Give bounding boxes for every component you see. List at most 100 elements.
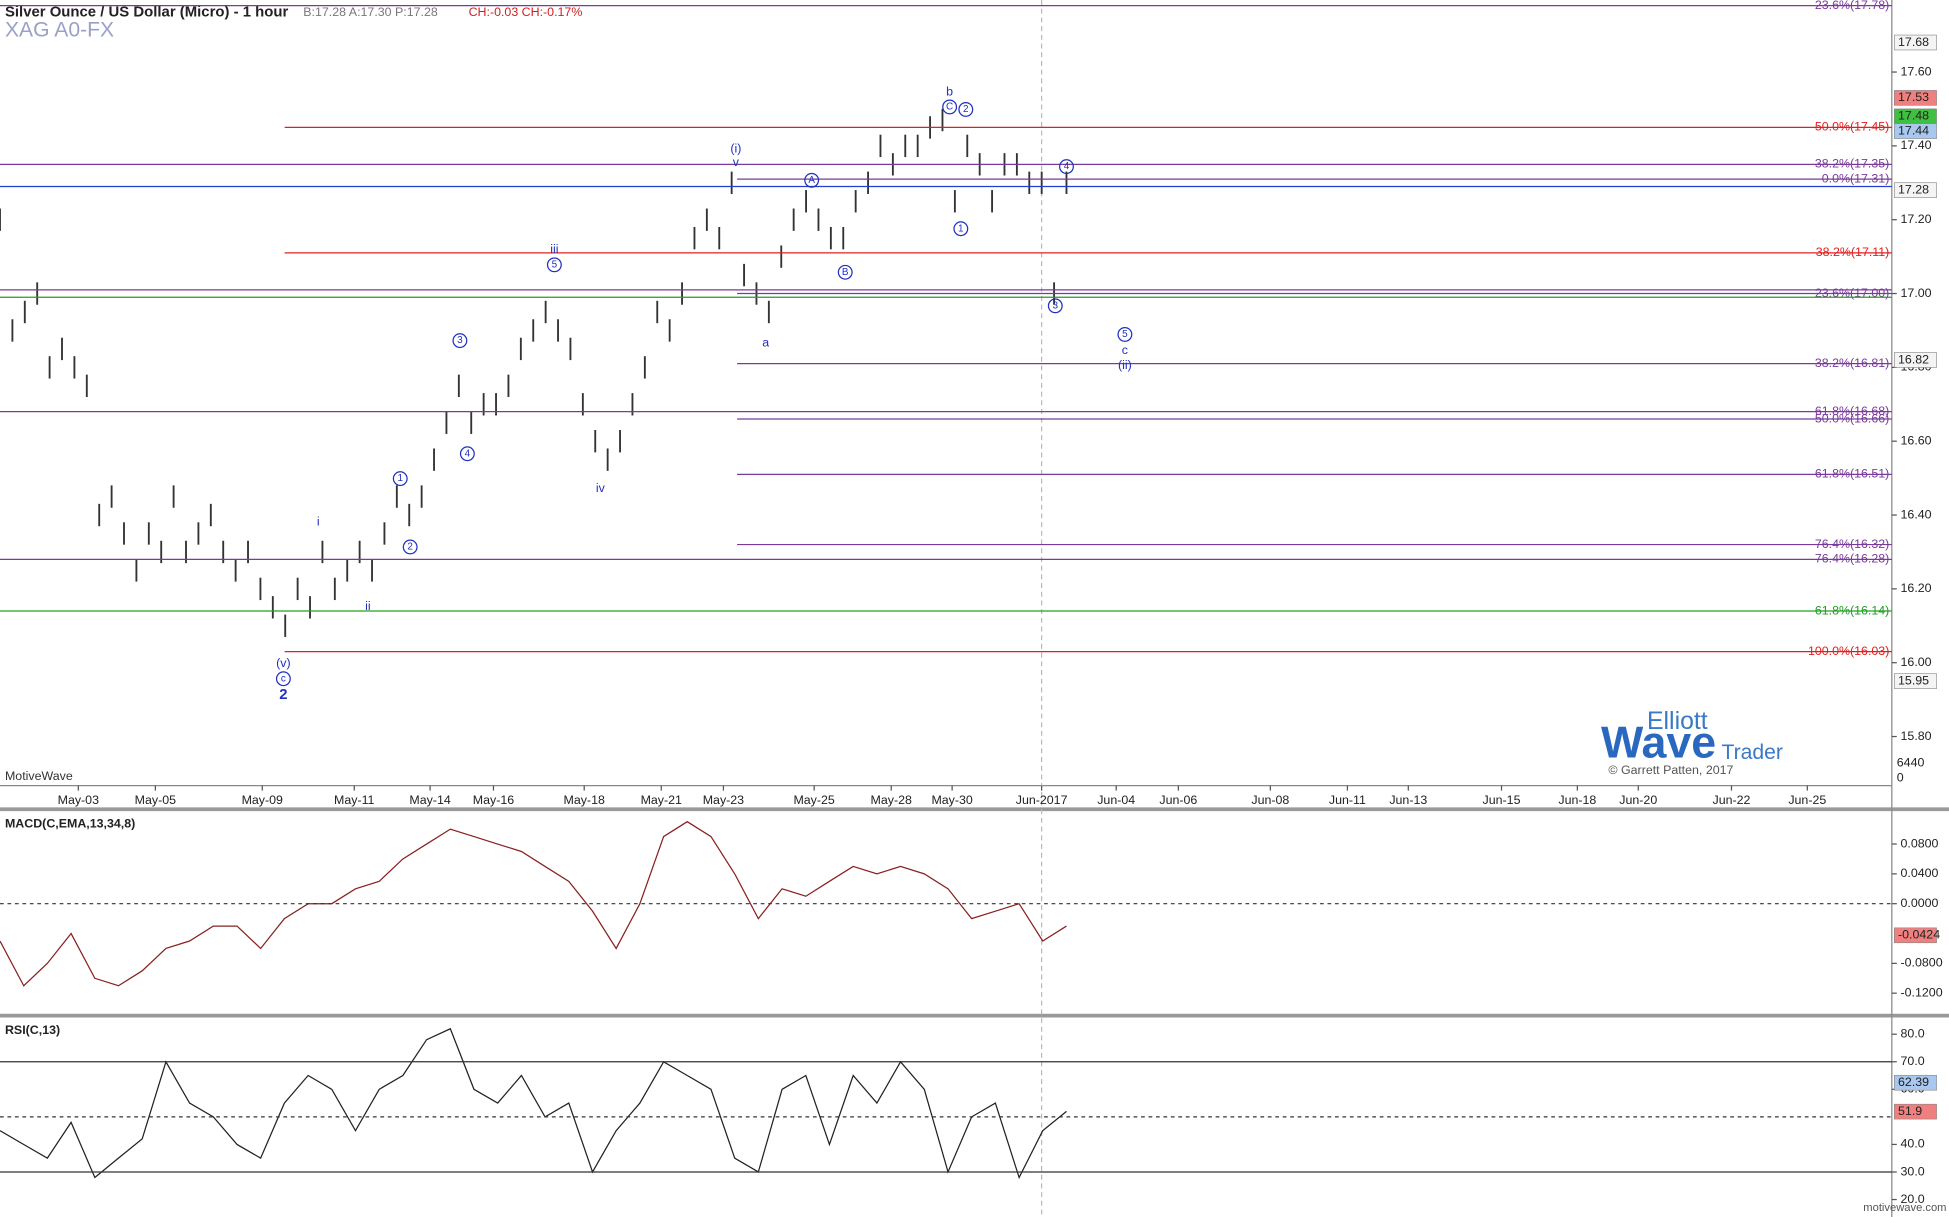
date-label: May-11: [334, 793, 375, 807]
fib-label: 61.8%(16.14): [1815, 603, 1890, 617]
wave-label: iii: [550, 242, 558, 256]
fib-label: 50.0%(17.45): [1815, 120, 1890, 134]
wave-label: b: [946, 84, 953, 98]
wave-label: 1: [397, 473, 403, 484]
wave-circle: [275, 671, 291, 687]
y-tick-label: 17.20: [1901, 212, 1932, 226]
fib-label: 76.4%(16.32): [1815, 537, 1890, 551]
logo-copyright: © Garrett Patten, 2017: [1608, 763, 1733, 777]
date-label: Jun-20: [1619, 793, 1657, 807]
wave-circle: [402, 539, 418, 555]
logo-text: Wave: [1601, 718, 1716, 768]
y-tick-label: 16.20: [1901, 581, 1932, 595]
y-tick-label: 80.0: [1901, 1026, 1925, 1040]
brand: MotiveWave: [5, 769, 73, 783]
price-badge: [1893, 34, 1937, 51]
y-tick-label: 0.0800: [1901, 836, 1939, 850]
wave-label: B: [842, 267, 849, 278]
fib-label: 61.8%(16.68): [1815, 404, 1890, 418]
wave-label: 5: [1122, 329, 1128, 340]
wave-circle: [953, 221, 969, 237]
date-label: Jun-25: [1788, 793, 1826, 807]
fib-label: 76.4%(16.28): [1815, 552, 1890, 566]
y-tick-label: -0.0800: [1901, 956, 1943, 970]
wave-label: 3: [1053, 300, 1059, 311]
date-label: Jun-18: [1558, 793, 1596, 807]
y-tick-label: 20.0: [1901, 1192, 1925, 1206]
indicator-line: [0, 1027, 1067, 1180]
quote: B:17.28 A:17.30 P:17.28: [303, 5, 438, 19]
price-badge-label: 51.9: [1898, 1104, 1922, 1118]
wave-label: c: [1122, 343, 1128, 357]
wave-circle: [452, 333, 468, 349]
y-tick-label: 16.40: [1901, 507, 1932, 521]
wave-label: 4: [465, 448, 471, 459]
price-badge-label: 17.44: [1898, 123, 1929, 137]
wave-label: C: [946, 102, 953, 113]
y-tick-label: 17.00: [1901, 286, 1932, 300]
date-label: May-30: [931, 793, 972, 807]
wave-label: 2: [279, 687, 287, 703]
date-label: Jun-15: [1483, 793, 1521, 807]
price-badge-label: 17.28: [1898, 182, 1929, 196]
price-badge: [1893, 182, 1937, 198]
y-tick-label: 40.0: [1901, 1137, 1925, 1151]
wave-label: v: [733, 155, 740, 169]
date-label: Jun-11: [1329, 793, 1366, 807]
wave-circle: [942, 99, 958, 115]
wave-label: i: [317, 514, 320, 528]
wave-circle: [1059, 159, 1074, 175]
price-badge-label: 62.39: [1898, 1075, 1929, 1089]
date-label: Jun-22: [1713, 793, 1751, 807]
price-badge-label: 17.48: [1898, 109, 1929, 123]
volume-tick-label: 6440: [1897, 756, 1925, 770]
date-label: May-09: [242, 793, 283, 807]
price-badge-label: -0.0424: [1898, 928, 1940, 942]
date-label: May-23: [703, 793, 744, 807]
wave-circle: [459, 446, 475, 462]
fib-label: 100.0%(16.03): [1808, 644, 1889, 658]
price-badge: [1893, 352, 1937, 368]
indicator-line: [0, 820, 1067, 987]
change: CH:-0.03 CH:-0.17%: [469, 5, 583, 19]
footer: motivewave.com: [1863, 1202, 1946, 1214]
wave-label: (v): [276, 656, 290, 670]
wave-label: iv: [596, 481, 606, 495]
price-badge: [1893, 123, 1937, 139]
price-badge: [1893, 90, 1937, 106]
wave-label: (ii): [1118, 358, 1132, 372]
date-label: Jun-08: [1251, 793, 1289, 807]
date-label: Jun-13: [1389, 793, 1427, 807]
price-badge: [1893, 1103, 1937, 1120]
wave-circle: [804, 172, 820, 188]
price-badge-label: 17.68: [1898, 35, 1929, 49]
y-tick-label: -0.1200: [1901, 985, 1943, 999]
y-tick-label: 0.0400: [1901, 866, 1939, 880]
date-label: May-18: [564, 793, 605, 807]
date-label: May-25: [793, 793, 834, 807]
wave-label: a: [762, 335, 769, 349]
date-label: May-14: [409, 793, 450, 807]
symbol: XAG A0-FX: [5, 19, 114, 42]
y-tick-label: 16.60: [1901, 433, 1932, 447]
date-label: May-03: [58, 793, 99, 807]
wave-circle: [1117, 326, 1133, 342]
chart-title: Silver Ounce / US Dollar (Micro) - 1 hou…: [5, 4, 288, 20]
price-badge-label: 15.95: [1898, 673, 1929, 687]
wave-label: ii: [365, 599, 371, 613]
wave-label: A: [808, 175, 815, 186]
volume-tick-label: 0: [1897, 770, 1904, 784]
y-tick-label: 70.0: [1901, 1054, 1925, 1068]
y-tick-label: 30.0: [1901, 1164, 1925, 1178]
fib-label: 0.0%(17.31): [1822, 171, 1890, 185]
fib-label: 61.8%(16.51): [1815, 467, 1890, 481]
price-badge: [1893, 927, 1937, 944]
wave-label: 3: [457, 335, 463, 346]
date-label: Jun-2017: [1016, 793, 1068, 807]
date-label: Jun-04: [1097, 793, 1135, 807]
wave-label: 1: [958, 223, 964, 234]
wave-label: 4: [1064, 161, 1070, 172]
y-tick-label: 15.80: [1901, 729, 1932, 743]
fib-label: 23.6%(17.78): [1815, 0, 1890, 12]
